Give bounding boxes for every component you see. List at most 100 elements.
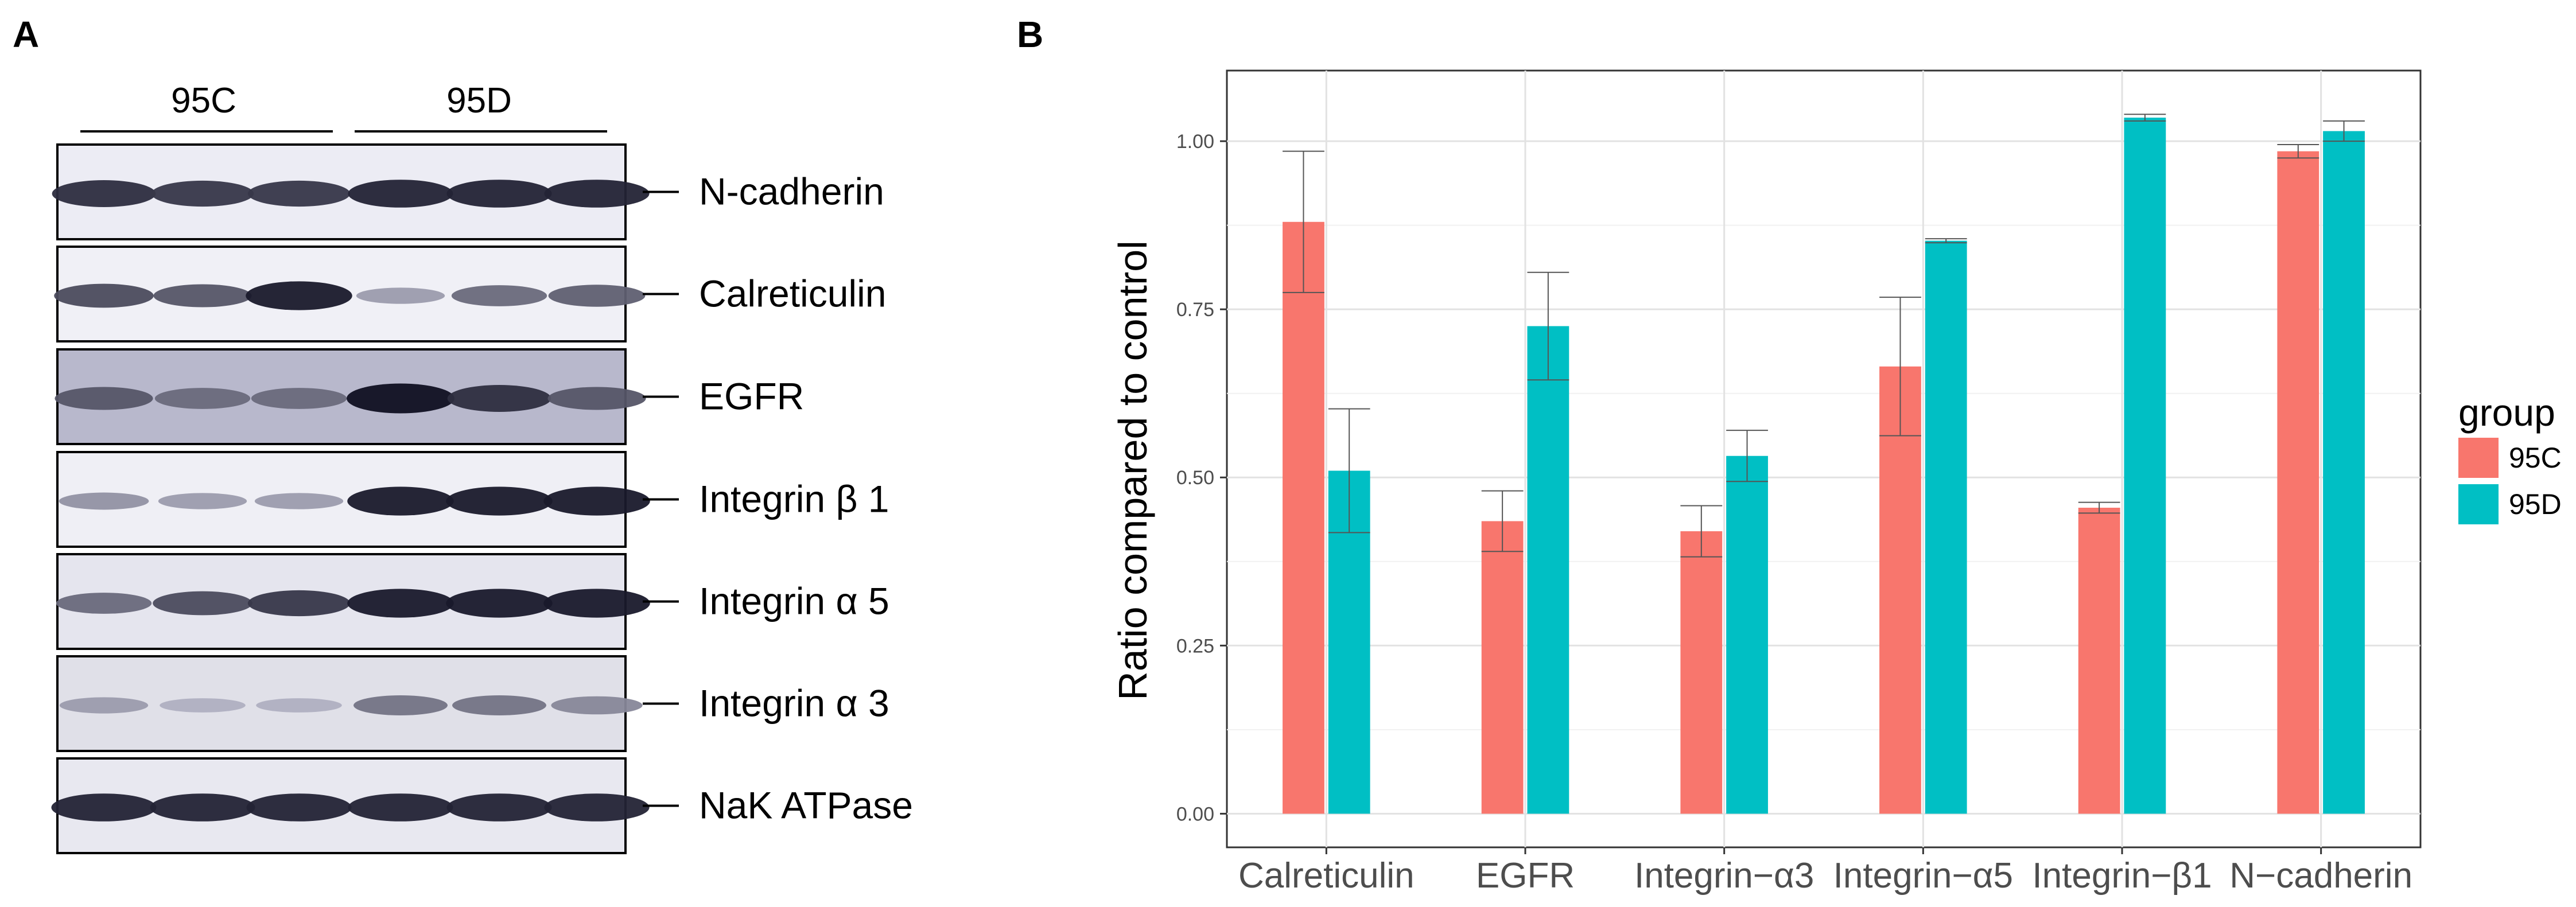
bar-95d — [1726, 456, 1768, 814]
bar-95c — [2277, 151, 2319, 814]
blot-band — [543, 486, 650, 516]
blot-band — [256, 698, 342, 713]
blot-rows: N-cadherin Calreticulin EGFR Integrin β 1 In… — [51, 143, 913, 854]
blot-band — [56, 593, 152, 614]
bar-95d — [2124, 118, 2166, 814]
x-tick-label: EGFR — [1476, 856, 1575, 896]
band-label: Integrin α 3 — [699, 682, 889, 725]
blot-band — [54, 283, 154, 308]
band-label: Integrin β 1 — [699, 478, 889, 520]
blot-band — [543, 589, 650, 618]
error-bars — [1283, 114, 2365, 558]
blot-band — [158, 493, 247, 509]
x-tick-label: Integrin−α5 — [1833, 856, 2013, 896]
blot-band — [347, 589, 454, 618]
blot-band — [544, 180, 650, 208]
blot-band — [446, 486, 553, 516]
blot-band — [452, 695, 546, 715]
blot-row: N-cadherin — [52, 143, 884, 240]
y-tick-label: 0.50 — [1176, 467, 1214, 489]
blot-band — [446, 180, 552, 208]
error-bar — [1527, 271, 1569, 381]
blot-band — [254, 493, 344, 509]
error-bar — [2078, 501, 2120, 514]
blot-band — [451, 285, 547, 306]
x-tick-label: N−cadherin — [2229, 856, 2412, 896]
band-label: N-cadherin — [699, 170, 884, 213]
bar-95c — [1283, 221, 1324, 814]
band-label: Calreticulin — [699, 273, 886, 315]
blot-band — [55, 387, 153, 410]
error-bar — [1328, 408, 1370, 534]
legend-label: 95D — [2509, 488, 2562, 520]
bar-95c — [2078, 507, 2120, 814]
y-tick-label: 1.00 — [1176, 131, 1214, 153]
error-bar — [2323, 120, 2365, 142]
blot-row: Integrin α 5 — [56, 553, 889, 650]
x-axis-ticks: Calreticulin EGFR Integrin−α3 Integrin−α5 In… — [1238, 847, 2412, 896]
legend-key-95c — [2458, 438, 2499, 478]
blot-band — [251, 388, 347, 409]
blot-band — [547, 387, 646, 410]
y-tick-label: 0.75 — [1176, 299, 1214, 321]
blot-band — [59, 697, 149, 714]
blot-band — [151, 180, 254, 207]
blot-band — [548, 285, 646, 307]
error-bar — [1680, 505, 1723, 558]
band-label: Integrin α 5 — [699, 580, 889, 622]
bar-95c — [1879, 366, 1921, 814]
blot-band — [348, 180, 453, 208]
bars — [1283, 118, 2365, 814]
blot-row: Calreticulin — [54, 246, 886, 342]
blot-band — [247, 590, 351, 617]
blot-band — [347, 383, 454, 414]
bar-95d — [1527, 326, 1569, 814]
bar-95c — [1481, 521, 1524, 814]
blot-band — [446, 793, 552, 822]
bar-chart-panel: B 0.00 0.25 0.50 0.75 1.00 Calreticulin EGFR I… — [1017, 14, 2562, 896]
x-tick-label: Integrin−β1 — [2032, 856, 2212, 896]
blot-band — [247, 180, 351, 207]
panel-b-letter: B — [1017, 14, 1043, 55]
legend-label: 95C — [2509, 442, 2562, 474]
band-label: EGFR — [699, 375, 804, 418]
error-bar — [2277, 143, 2319, 159]
blot-band — [356, 287, 445, 304]
y-axis-title: Ratio compared to control — [1110, 240, 1155, 700]
blot-band — [347, 486, 454, 516]
blot-band — [246, 281, 352, 310]
legend: group 95C 95D — [2458, 391, 2562, 524]
panel-a-letter: A — [13, 14, 39, 55]
blot-band — [446, 589, 553, 618]
major-gridlines — [1227, 71, 2420, 847]
blot-row: NaK ATPase — [51, 757, 913, 854]
error-bar — [1481, 490, 1524, 552]
blot-band — [153, 284, 252, 307]
x-tick-label: Integrin−α3 — [1634, 856, 1814, 896]
blot-band — [544, 793, 650, 822]
blot-band — [353, 695, 448, 715]
legend-key-95d — [2458, 484, 2499, 524]
minor-gridlines — [1227, 224, 2420, 730]
blot-band — [52, 180, 156, 207]
blot-band — [551, 696, 643, 715]
legend-title: group — [2458, 391, 2555, 434]
blot-band — [51, 793, 157, 822]
error-bar — [1726, 430, 1768, 482]
blot-band — [59, 492, 149, 510]
blot-band — [150, 793, 255, 822]
blot-band — [153, 591, 252, 616]
blot-row: Integrin β 1 — [56, 451, 889, 548]
bar-95d — [1925, 240, 1967, 814]
blot-row: Integrin α 3 — [56, 655, 889, 752]
error-bar — [1879, 297, 1921, 437]
blot-band — [246, 793, 352, 822]
x-tick-label: Calreticulin — [1238, 856, 1415, 896]
y-tick-label: 0.25 — [1176, 635, 1214, 657]
lane-group-95c: 95C — [171, 81, 236, 120]
western-blot-panel: A 95C 95D N-cadherin Calreticulin EGFR Inte… — [13, 14, 913, 854]
blot-row: EGFR — [55, 348, 804, 445]
lane-group-95d: 95D — [446, 81, 512, 120]
bar-95c — [1680, 531, 1723, 814]
